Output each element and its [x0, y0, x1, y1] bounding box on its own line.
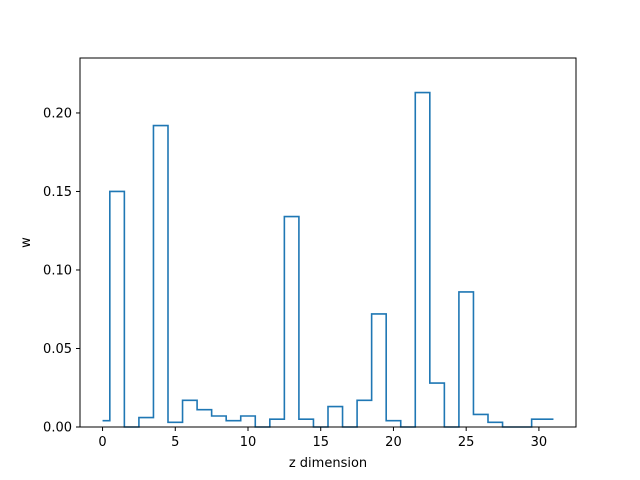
y-tick-label: 0.05: [43, 342, 72, 357]
y-axis-label: w: [19, 237, 34, 248]
x-tick-label: 30: [531, 435, 548, 450]
x-tick-label: 10: [240, 435, 257, 450]
x-axis-label: z dimension: [289, 456, 367, 471]
x-tick-label: 15: [312, 435, 329, 450]
y-tick-label: 0.00: [43, 421, 72, 436]
x-tick-label: 25: [458, 435, 475, 450]
y-tick-label: 0.20: [43, 106, 72, 121]
y-tick-label: 0.15: [43, 185, 72, 200]
plot-frame: [79, 57, 577, 428]
y-axis: 0.00 0.05 0.10 0.15 0.20: [43, 106, 80, 436]
x-tick-label: 5: [171, 435, 179, 450]
plot-area: [102, 91, 554, 428]
x-axis: 0 5 10 15 20 25 30: [98, 427, 547, 450]
y-tick-label: 0.10: [43, 263, 72, 278]
series-step-line: [102, 91, 554, 428]
x-tick-label: 20: [385, 435, 402, 450]
x-tick-label: 0: [98, 435, 106, 450]
